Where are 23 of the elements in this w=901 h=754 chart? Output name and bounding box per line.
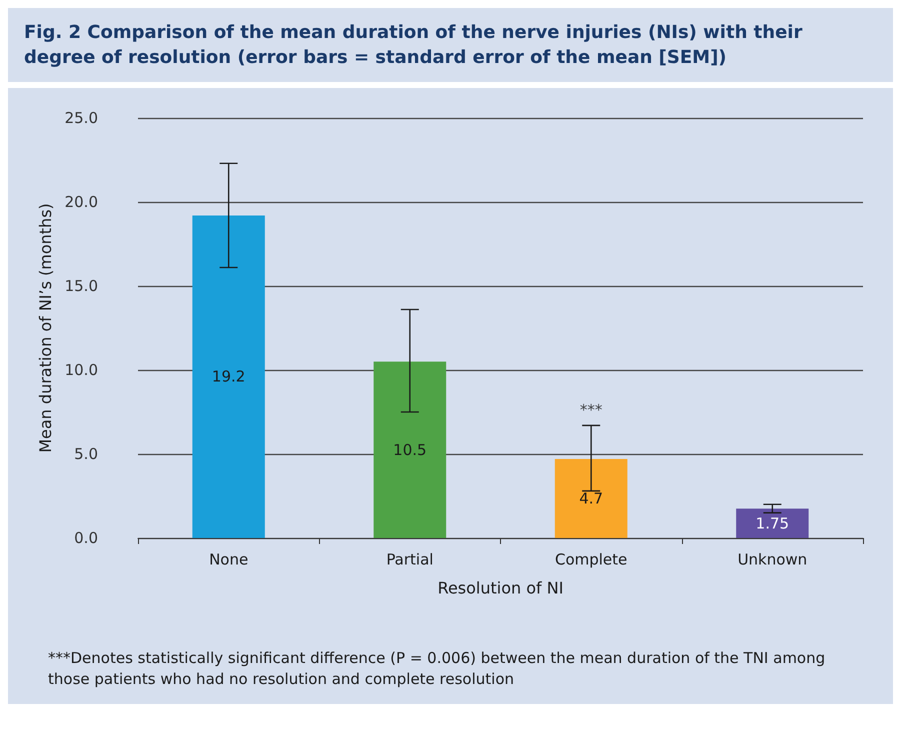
x-tick-label: Complete	[554, 550, 628, 569]
y-tick-label: 10.0	[64, 361, 98, 380]
x-tick-label: Unknown	[738, 550, 808, 569]
bar	[374, 362, 446, 538]
annotation: ***	[580, 401, 603, 420]
bar	[736, 508, 809, 538]
chart-title: Fig. 2 Comparison of the mean duration of the nerve injuries (NIs) with their degree of resolution (error bars = standard error of the mean [SEM])	[8, 8, 893, 82]
data-label: 4.7	[579, 490, 604, 508]
y-axis-title: Mean duration of NI’s (months)	[36, 204, 56, 454]
text: ***Denotes statistically significant difference (P = 0.006) between the mean duration of the TNI among those patients who had no resolution and complete resolution	[47, 648, 826, 690]
y-tick-label: 25.0	[64, 109, 98, 128]
y-tick-label: 20.0	[64, 193, 98, 212]
data-label: 10.5	[393, 441, 427, 460]
bar	[192, 216, 265, 538]
data-label: 1.75	[756, 514, 790, 533]
y-tick-label: 15.0	[64, 277, 98, 296]
bar	[554, 459, 628, 538]
x-tick-label: None	[209, 550, 248, 569]
x-axis-title: Resolution of NI	[438, 578, 564, 598]
y-tick-label: 5.0	[74, 445, 98, 464]
y-tick-label: 0.0	[74, 529, 98, 548]
x-tick-label: Partial	[386, 550, 434, 569]
data-label: 19.2	[212, 368, 246, 386]
